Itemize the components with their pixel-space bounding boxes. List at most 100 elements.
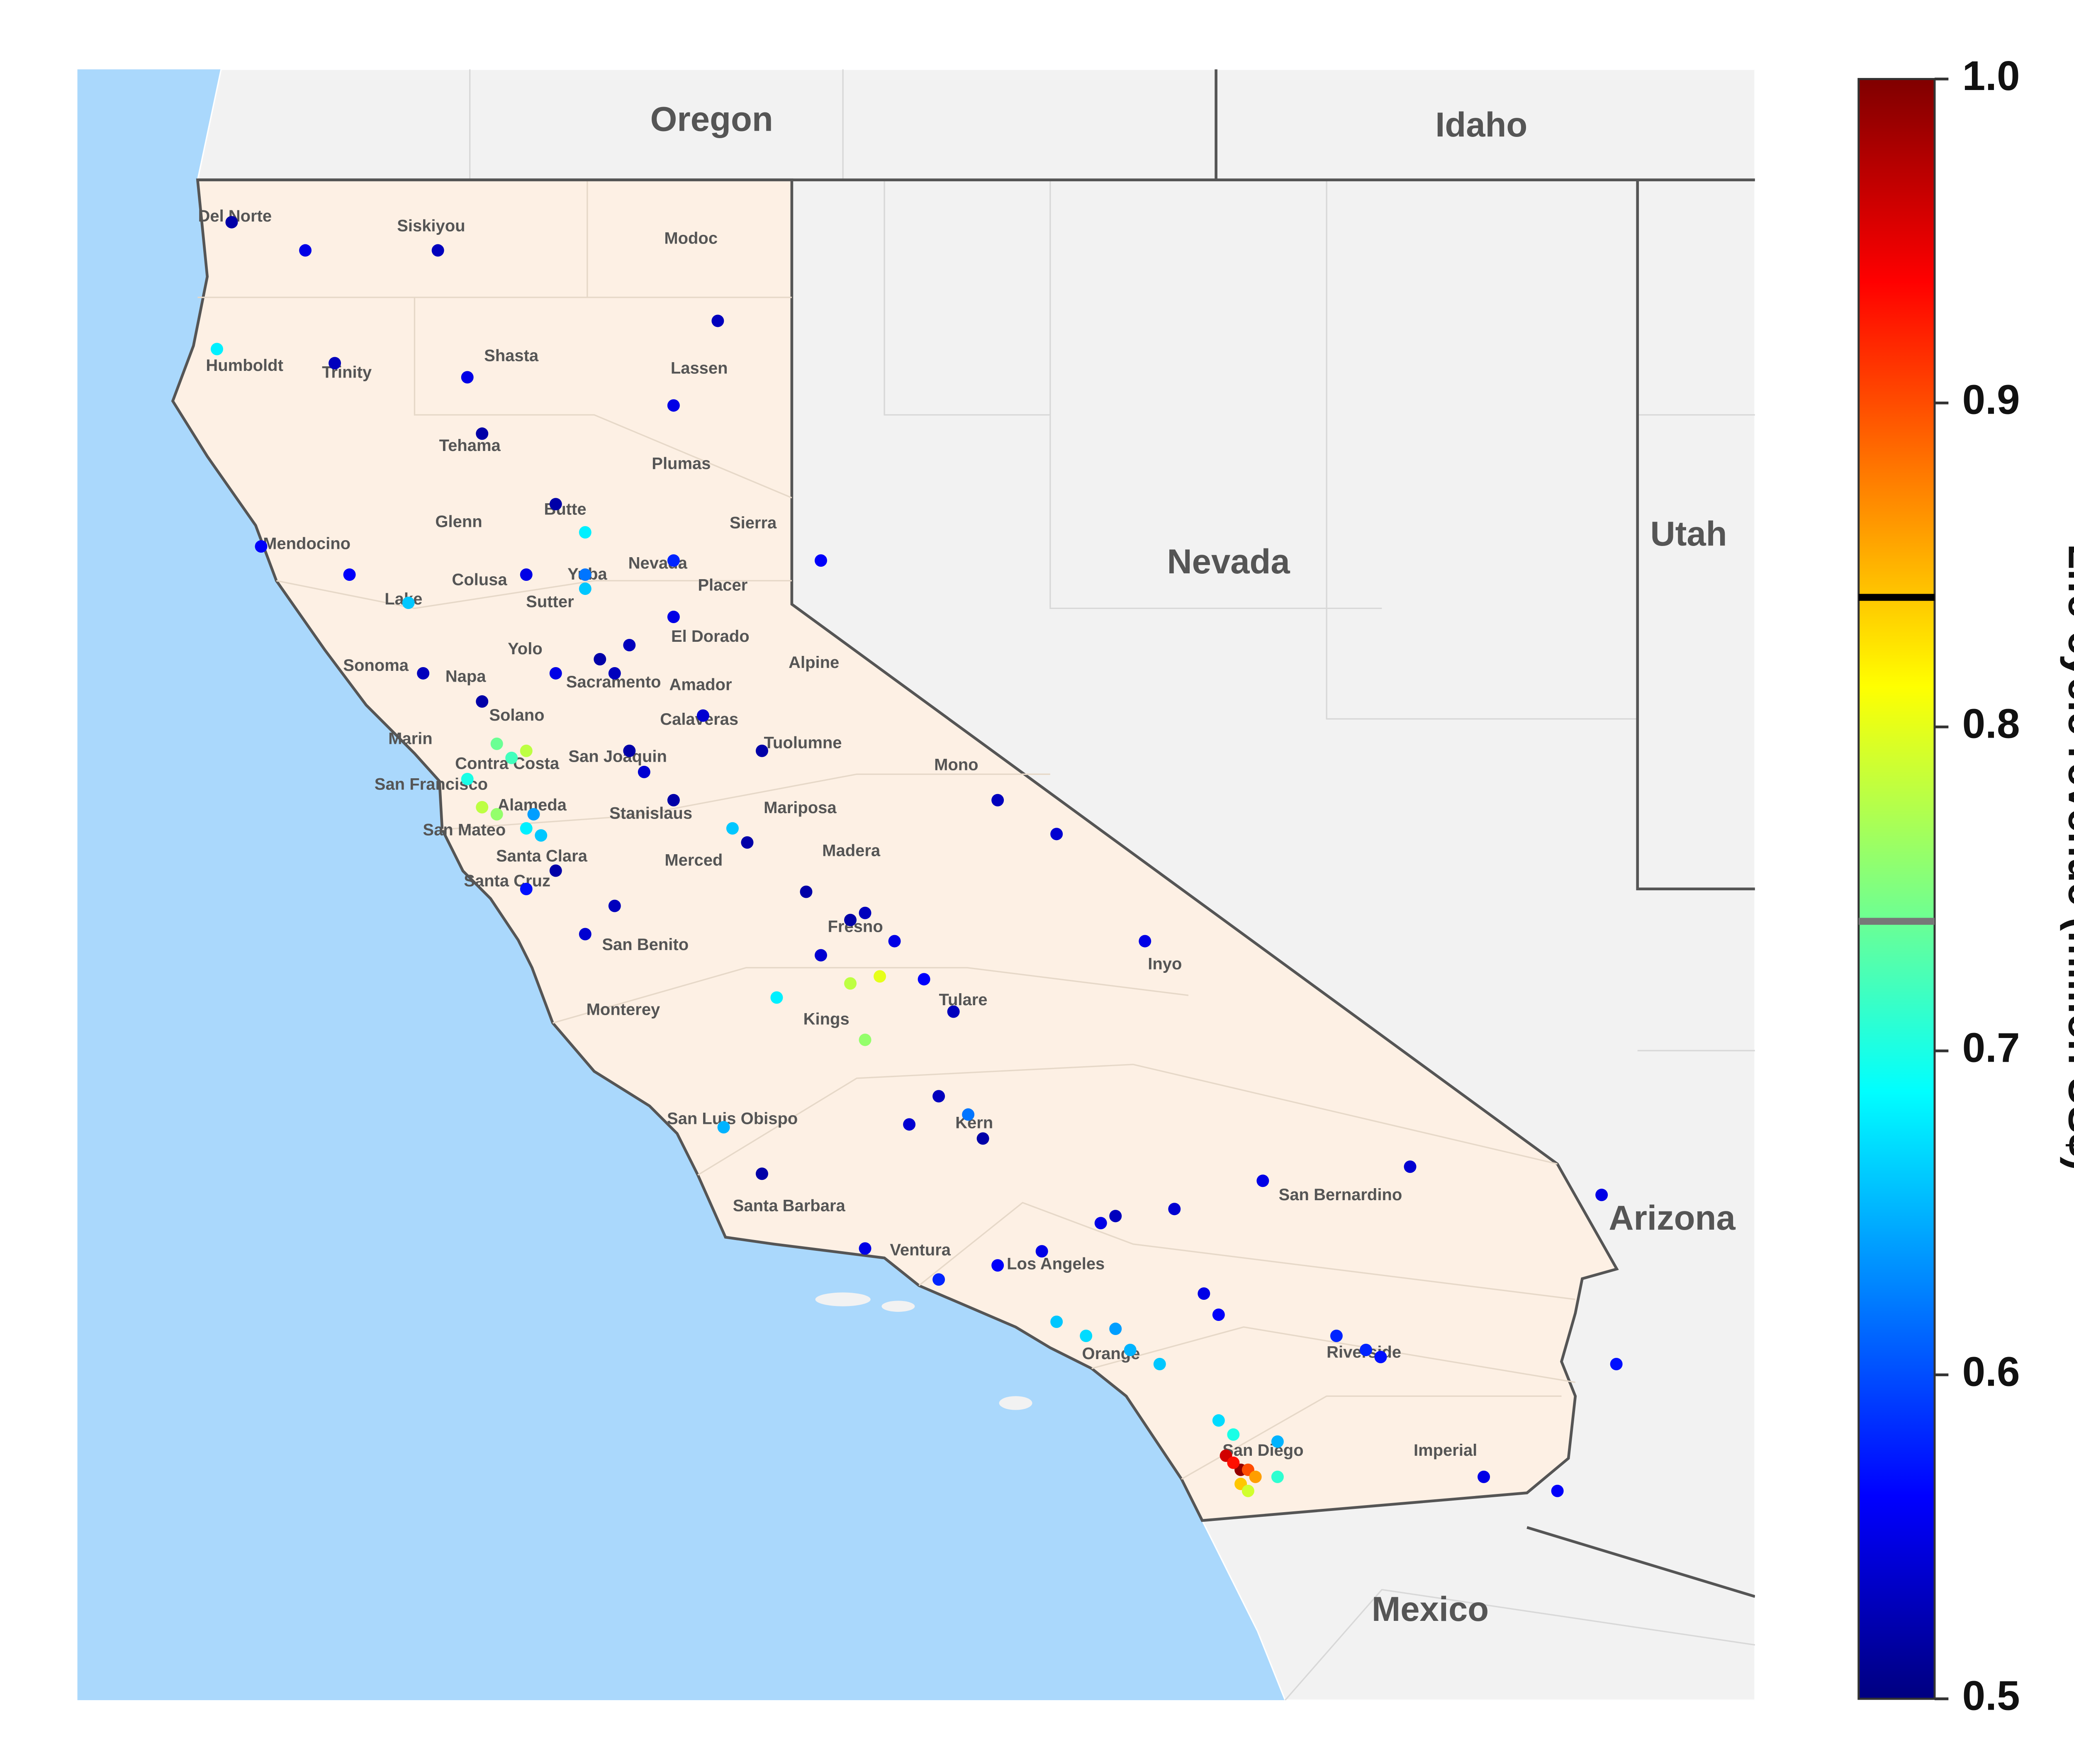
site-dot <box>667 611 680 624</box>
site-dot <box>755 1167 768 1180</box>
site-dot <box>859 1033 871 1046</box>
county-label: Mariposa <box>764 799 837 817</box>
county-label: Santa Clara <box>496 847 588 865</box>
site-dot <box>888 935 901 948</box>
site-dot <box>1212 1414 1225 1427</box>
site-dot <box>932 1090 945 1103</box>
site-dot <box>417 667 430 680</box>
site-dot <box>711 314 724 327</box>
site-dot <box>726 822 739 835</box>
county-label: Mono <box>934 756 979 774</box>
site-dot <box>859 906 871 919</box>
site-dot <box>549 498 562 511</box>
county-label: Alpine <box>789 653 839 672</box>
site-dot <box>431 244 444 257</box>
site-dot <box>844 977 857 990</box>
county-label: San Benito <box>602 936 689 954</box>
site-dot <box>461 371 474 384</box>
site-dot <box>1374 1351 1387 1363</box>
site-dot <box>527 808 540 821</box>
site-dot <box>1212 1308 1225 1321</box>
site-dot <box>962 1108 975 1121</box>
site-dot <box>505 751 518 764</box>
minor-borders <box>469 69 1755 1701</box>
site-dot <box>579 928 592 940</box>
county-label: Ventura <box>890 1241 951 1259</box>
site-dot <box>476 427 489 440</box>
site-dot <box>579 582 592 595</box>
site-dot <box>343 568 356 581</box>
site-dot <box>402 597 415 609</box>
site-dot <box>1227 1428 1240 1441</box>
county-borders <box>197 180 1576 1480</box>
county-label: Madera <box>822 841 881 860</box>
site-dot <box>579 568 592 581</box>
state-label: Idaho <box>1435 105 1527 144</box>
site-dot <box>1198 1287 1210 1300</box>
state-label: Mexico <box>1372 1590 1489 1628</box>
site-dot <box>667 794 680 806</box>
county-label: Colusa <box>452 570 507 589</box>
colorbar-tick-label: 0.5 <box>1962 1673 2020 1719</box>
site-dot <box>299 244 312 257</box>
site-dot <box>1359 1344 1372 1357</box>
site-dot <box>1595 1189 1608 1201</box>
state-borders <box>197 69 1755 1598</box>
site-dot <box>255 540 268 553</box>
county-label: San Joaquin <box>568 748 667 766</box>
site-dot <box>800 885 813 898</box>
site-dot <box>1035 1245 1048 1258</box>
county-label: San Bernardino <box>1279 1186 1402 1204</box>
site-dot <box>225 216 238 229</box>
site-dot <box>608 899 621 912</box>
colorbar-tick-label: 1.0 <box>1962 53 2020 99</box>
site-dot <box>932 1273 945 1286</box>
colorbar-tick-label: 0.8 <box>1962 701 2020 747</box>
site-dot <box>1168 1203 1181 1216</box>
county-label: Mendocino <box>263 535 351 553</box>
site-dot <box>579 526 592 539</box>
county-label: Sierra <box>730 514 777 532</box>
island <box>999 1396 1032 1410</box>
site-dot <box>1080 1330 1093 1342</box>
site-dot <box>594 653 606 665</box>
site-dot <box>903 1118 916 1131</box>
county-label: Siskiyou <box>397 217 465 235</box>
county-label: Plumas <box>652 454 711 473</box>
county-label: Placer <box>698 576 747 594</box>
site-dot <box>1109 1210 1122 1223</box>
county-label: Santa Barbara <box>733 1196 846 1215</box>
site-dot <box>1094 1217 1107 1230</box>
site-dot <box>1109 1323 1122 1335</box>
island <box>815 1292 871 1306</box>
site-dot <box>549 667 562 680</box>
site-dot <box>1050 1316 1063 1328</box>
site-dot <box>520 568 533 581</box>
county-label: Humboldt <box>206 356 283 375</box>
site-dot <box>814 949 827 962</box>
site-dot <box>918 973 930 986</box>
site-dot <box>476 801 489 814</box>
site-dot <box>1124 1344 1137 1357</box>
site-dot <box>520 744 533 757</box>
site-dot <box>520 882 533 895</box>
site-dot <box>976 1132 989 1145</box>
county-label: Yolo <box>508 640 543 658</box>
county-label: Solano <box>489 706 544 724</box>
county-label: Amador <box>669 676 732 694</box>
site-dot <box>1551 1484 1564 1497</box>
site-dot <box>490 808 503 821</box>
site-dot <box>1330 1330 1343 1342</box>
site-dot <box>535 829 548 842</box>
site-dot <box>490 737 503 750</box>
county-label: Modoc <box>664 229 718 247</box>
site-dot <box>1241 1484 1254 1497</box>
site-dot <box>623 639 636 651</box>
site-dot <box>770 991 783 1004</box>
county-label: Kern <box>955 1114 993 1132</box>
state-label: Oregon <box>650 100 773 139</box>
site-dot <box>210 343 223 356</box>
